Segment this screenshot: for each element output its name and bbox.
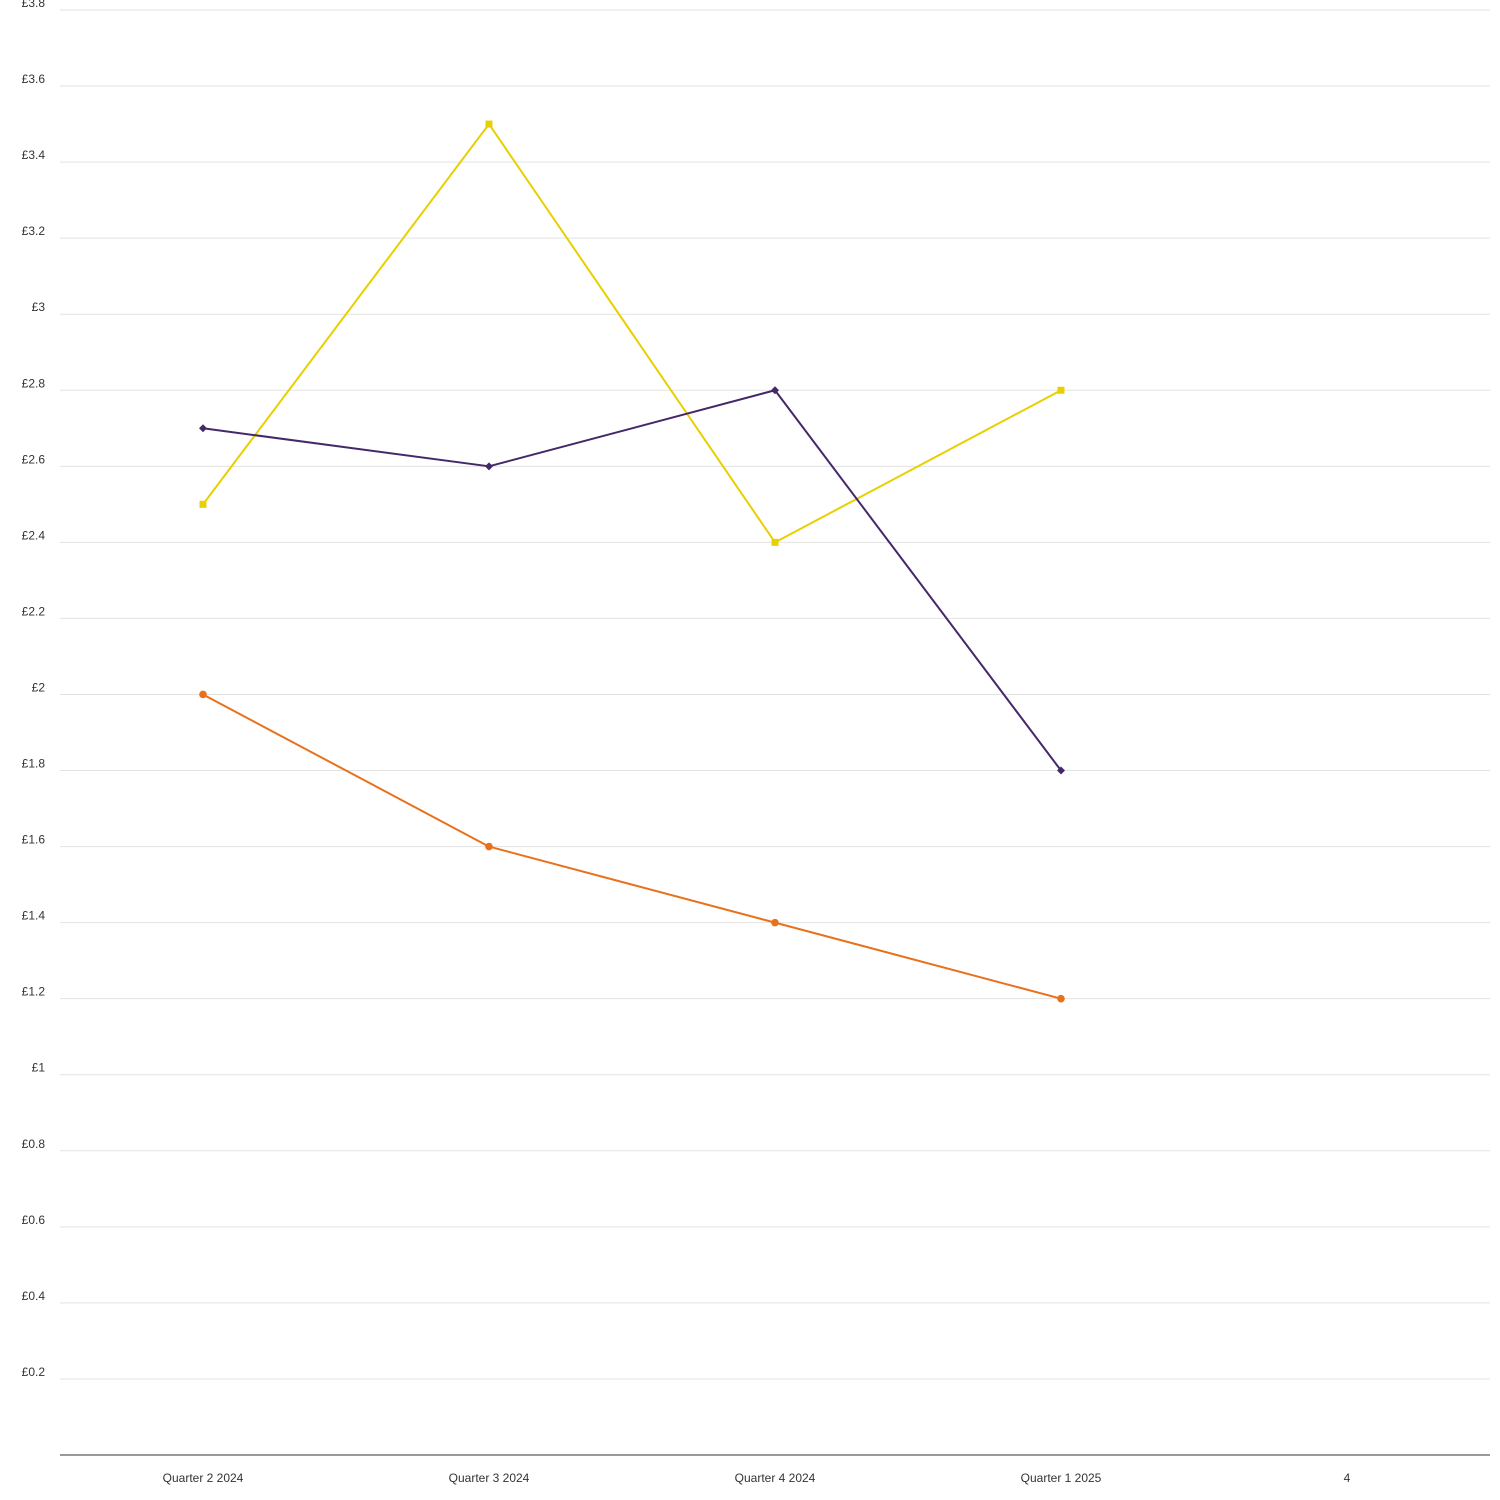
data-point-circle [485, 842, 493, 851]
x-tick-label: Quarter 1 2025 [1021, 1471, 1102, 1485]
y-tick-label: £1.8 [22, 757, 46, 771]
y-tick-label: £2.2 [22, 604, 46, 618]
data-point-diamond [1057, 766, 1065, 775]
y-tick-label: £3.6 [22, 72, 46, 86]
series-group [199, 120, 1065, 546]
y-tick-label: £1.4 [22, 909, 46, 923]
y-tick-label: £2.6 [22, 452, 46, 466]
series-group [199, 690, 1065, 1003]
axis-layer: £0.2 £0.4 £0.6 £0.8 £1 £1.2 £1.4 £1.6 £1.8 £2 £2.2… [22, 0, 1490, 1485]
data-point-square [1057, 386, 1065, 394]
y-tick-label: £0.6 [22, 1213, 46, 1227]
data-point-diamond [199, 424, 207, 433]
data-point-diamond [485, 462, 493, 471]
y-tick-label: £1.6 [22, 833, 46, 847]
x-tick-label: Quarter 4 2024 [735, 1471, 816, 1485]
y-tick-label: £0.8 [22, 1137, 46, 1151]
y-tick-label: £1.2 [22, 985, 46, 999]
grid-layer [60, 9, 1490, 1380]
data-point-square [199, 500, 207, 508]
y-tick-label: £3 [32, 300, 46, 314]
data-point-circle [1057, 994, 1065, 1003]
y-tick-label: £3.2 [22, 224, 46, 238]
data-point-diamond [771, 386, 779, 395]
x-tick-label: Quarter 3 2024 [449, 1471, 530, 1485]
series-line [202, 123, 1062, 544]
data-point-square [771, 538, 779, 546]
x-tick-label: Quarter 2 2024 [163, 1471, 244, 1485]
y-tick-label: £3.4 [22, 148, 46, 162]
x-tick-label: 4 [1344, 1471, 1351, 1485]
series-line [202, 389, 1062, 772]
y-tick-label: £0.2 [22, 1365, 46, 1379]
series-layer [199, 120, 1065, 1003]
data-point-square [485, 120, 493, 128]
data-point-circle [771, 918, 779, 927]
series-group [199, 386, 1065, 775]
y-tick-label: £2 [32, 680, 46, 694]
y-tick-label: £2.8 [22, 376, 46, 390]
y-tick-label: £1 [32, 1061, 46, 1075]
y-tick-label: £3.8 [22, 0, 46, 10]
data-point-circle [199, 690, 207, 699]
y-tick-label: £2.4 [22, 528, 46, 542]
series-line [202, 693, 1062, 1000]
y-tick-label: £0.4 [22, 1289, 46, 1303]
